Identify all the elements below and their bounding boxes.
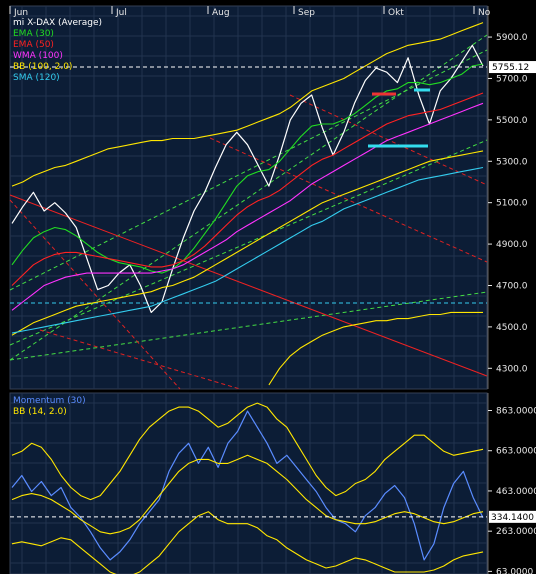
x-tick-label-aug: Aug (212, 8, 230, 18)
series-line-bb-14-2-0-middle (11, 454, 484, 535)
last-price-marker: 5755.12 (489, 61, 536, 74)
legend-entry: BB (100, 2.0) (13, 62, 72, 72)
series-line-mi-x-dax-average (11, 44, 484, 313)
x-tick-label-jul: Jul (115, 8, 127, 18)
series-line-ema-50 (11, 92, 484, 286)
series-line-ema-30 (11, 63, 484, 274)
y-tick-label: 863.0000 (496, 406, 536, 416)
support-resistance-marks (368, 88, 430, 148)
y-tick-label: 4900.0 (496, 240, 528, 250)
series-line-bb-100-2-0-lower (268, 311, 483, 386)
series-line-momentum-30 (11, 410, 484, 561)
series-line-bb-14-2-0-lower (11, 511, 484, 574)
y-tick-label: 5900.0 (496, 33, 528, 43)
y-tick-label: 5300.0 (496, 157, 528, 167)
x-axis-months: Jun Jul Aug Sep Okt No (9, 6, 491, 18)
y-tick-label: 5500.0 (496, 116, 528, 126)
last-price-label: 5755.12 (492, 63, 529, 73)
y-tick-label: 263.0000 (496, 527, 536, 537)
y-tick-label: 5700.0 (496, 74, 528, 84)
price-chart-panel (9, 5, 488, 390)
series-line-wma-100 (11, 102, 484, 311)
last-momentum-marker: 334.1400 (489, 510, 536, 523)
momentum-panel (9, 392, 488, 574)
y-tick-label: 463.0000 (496, 487, 536, 497)
price-y-axis: 4300.0 4500.0 4700.0 4900.0 5100.0 5300.0 5500… (487, 6, 528, 389)
y-tick-label: 5100.0 (496, 199, 528, 209)
x-tick-label-no: No (478, 8, 491, 18)
series-line-bb-100-2-0-upper (11, 22, 484, 187)
momentum-grid (10, 393, 487, 574)
price-series (11, 22, 484, 386)
legend-entry: BB (14, 2.0) (13, 407, 67, 417)
last-momentum-label: 334.1400 (491, 513, 534, 523)
legend-entry: mi X-DAX (Average) (13, 18, 102, 28)
y-tick-label: 63.0000 (496, 567, 533, 574)
legend-entry: EMA (50) (13, 40, 54, 50)
x-tick-label-jun: Jun (13, 8, 28, 18)
y-tick-label: 663.0000 (496, 447, 536, 457)
series-line-bb-14-2-0-upper (11, 402, 484, 501)
momentum-legend: Momentum (30)BB (14, 2.0) (13, 396, 86, 417)
series-line-sma-120 (11, 166, 484, 334)
momentum-y-axis: 63.0000 263.0000 463.0000 663.0000 863.0000 (487, 393, 536, 574)
y-tick-label: 4700.0 (496, 281, 528, 291)
legend-entry: SMA (120) (13, 73, 60, 83)
momentum-series (11, 402, 484, 574)
y-tick-label: 4500.0 (496, 323, 528, 333)
y-tick-label: 4300.0 (496, 364, 528, 374)
price-legend: mi X-DAX (Average)EMA (30)EMA (50)WMA (1… (13, 18, 102, 83)
legend-entry: WMA (100) (13, 51, 63, 61)
series-line-bb-100-2-0-middle (11, 150, 484, 336)
legend-entry: EMA (30) (13, 29, 54, 39)
legend-entry: Momentum (30) (13, 396, 86, 406)
price-grid (10, 6, 487, 389)
x-tick-label-okt: Okt (388, 8, 404, 18)
x-tick-label-sep: Sep (298, 8, 315, 18)
